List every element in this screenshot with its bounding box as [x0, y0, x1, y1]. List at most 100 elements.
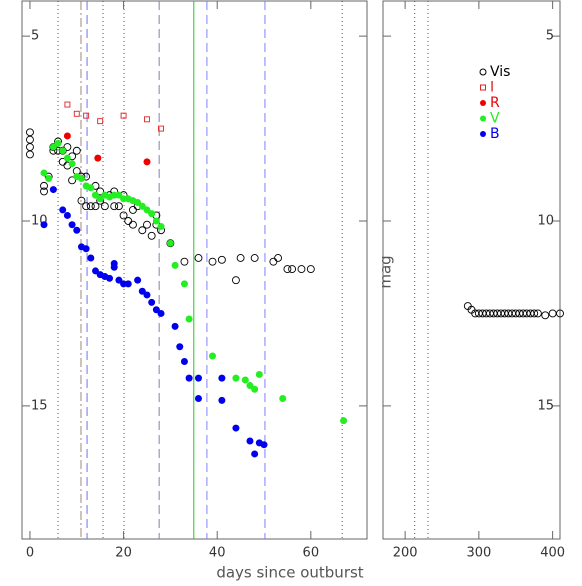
data-point [232, 424, 240, 432]
data-point [148, 298, 156, 306]
y-axis-label: mag [377, 255, 395, 288]
data-point [138, 287, 146, 295]
data-point [556, 309, 564, 318]
data-point [26, 135, 34, 144]
data-point [180, 280, 188, 288]
data-point [26, 143, 34, 152]
data-point [91, 191, 99, 199]
data-point [269, 257, 278, 266]
data-point [40, 187, 48, 196]
x-tick-label: 40 [209, 546, 226, 561]
data-point [180, 358, 188, 366]
data-point [231, 276, 240, 285]
data-point [209, 352, 217, 360]
data-point [157, 223, 165, 231]
data-point [40, 169, 48, 177]
data-point [54, 139, 62, 147]
data-point [194, 394, 202, 402]
legend-label: Vis [490, 64, 510, 80]
data-point [246, 382, 254, 390]
data-point [260, 441, 268, 449]
data-point [40, 181, 48, 190]
x-axis-label: days since outburst [216, 564, 363, 582]
data-point [77, 174, 85, 182]
x-tick-label: 60 [303, 546, 320, 561]
data-point [115, 276, 123, 284]
legend-label: I [490, 80, 494, 96]
data-point [128, 205, 137, 214]
y-tick-label: 5 [31, 29, 39, 44]
data-point [96, 187, 105, 196]
x-tick-label: 400 [540, 546, 565, 561]
data-point [180, 257, 189, 266]
y-tick-label: 15 [537, 398, 554, 413]
data-point [541, 311, 550, 320]
data-point [157, 309, 165, 317]
data-point [63, 132, 71, 140]
data-point [83, 112, 90, 119]
data-point [26, 128, 34, 137]
legend-marker [480, 84, 486, 91]
data-point [114, 202, 123, 211]
data-point [283, 265, 292, 274]
plot-frame [382, 0, 561, 540]
data-point [533, 309, 542, 318]
data-point [148, 210, 156, 218]
data-point [306, 265, 315, 274]
data-point [77, 196, 86, 205]
legend-marker [480, 131, 486, 137]
data-point [134, 199, 142, 207]
data-point [115, 191, 123, 199]
data-point [40, 221, 48, 229]
legend-label: B [490, 126, 500, 142]
data-point [59, 147, 67, 155]
data-point [194, 374, 202, 382]
data-point [63, 154, 71, 162]
data-point [59, 206, 67, 214]
legend-marker [480, 115, 486, 122]
data-point [124, 217, 133, 225]
data-point [185, 374, 193, 382]
data-point [91, 267, 99, 275]
data-point [119, 211, 128, 220]
data-point [106, 274, 114, 282]
data-point [134, 276, 142, 284]
y-tick-label: 10 [537, 214, 554, 229]
data-point [548, 309, 557, 318]
data-point [274, 254, 283, 262]
data-point [72, 146, 81, 155]
data-point [49, 186, 57, 194]
data-point [208, 257, 217, 266]
data-point [143, 291, 151, 299]
data-point [94, 154, 102, 162]
data-point [110, 263, 118, 271]
data-point [218, 374, 226, 382]
data-point [73, 110, 80, 117]
x-tick-label: 300 [466, 546, 491, 561]
data-point [166, 239, 174, 247]
data-point [194, 254, 203, 262]
data-point [241, 376, 249, 384]
data-point [176, 343, 184, 351]
data-point [100, 202, 109, 211]
data-point [97, 118, 104, 125]
legend-label: V [490, 111, 500, 127]
data-point [82, 245, 90, 253]
data-point [152, 306, 160, 314]
data-point [91, 202, 100, 211]
data-point [86, 202, 95, 211]
data-point [68, 176, 77, 185]
data-point [49, 143, 57, 151]
data-point [236, 254, 245, 262]
data-point [128, 220, 137, 229]
legend-label: R [490, 95, 500, 111]
data-point [143, 158, 151, 166]
data-point [297, 265, 306, 274]
data-point [279, 394, 287, 402]
x-tick-label: 20 [115, 546, 132, 561]
data-point [171, 261, 179, 269]
data-point [63, 211, 71, 219]
data-point [120, 112, 127, 119]
data-point [147, 231, 156, 240]
